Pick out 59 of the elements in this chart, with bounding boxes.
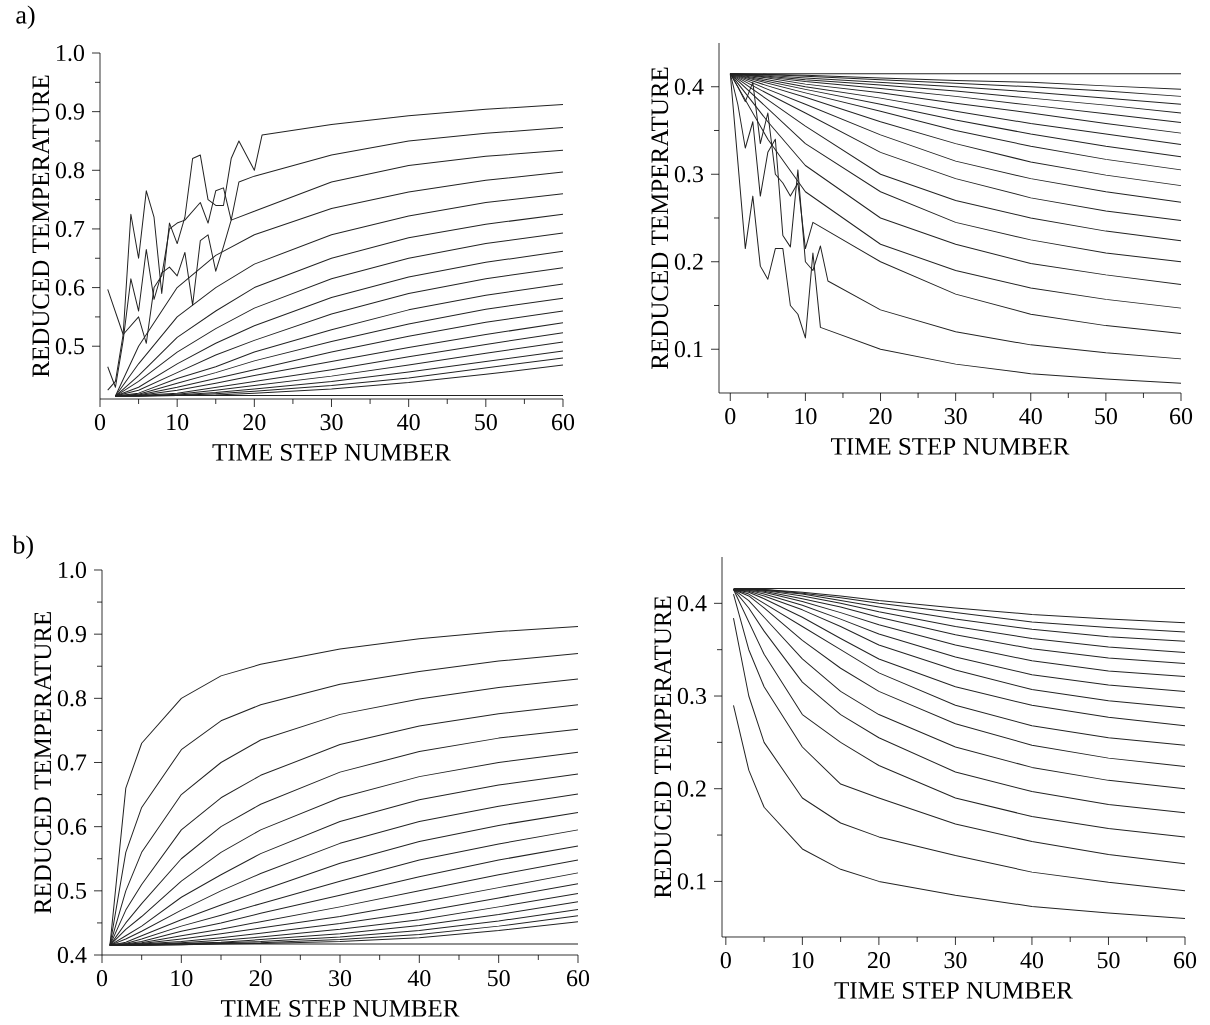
y-tick-label: 1.0	[59, 561, 87, 579]
x-axis-title: TIME STEP NUMBER	[831, 437, 1070, 455]
text: a)	[16, 5, 35, 29]
y-tick-label: 0.9	[55, 103, 84, 120]
x-tick-label: 30	[944, 952, 967, 969]
x-tick-label: 10	[171, 970, 193, 987]
x-axis-title: TIME STEP NUMBER	[220, 999, 460, 1017]
x-tick-label: 40	[1020, 952, 1044, 969]
x-tick-label: 10	[792, 952, 814, 969]
y-tick-label: 0.2	[677, 780, 706, 797]
x-tick-label: 40	[1019, 408, 1042, 425]
y-axis-title: REDUCED TEMPERATURE	[34, 612, 52, 914]
y-tick-label: 0.9	[57, 626, 86, 643]
y-axis-title: REDUCED TEMPERATURE	[651, 67, 669, 370]
x-tick-label: 20	[249, 970, 272, 987]
y-axis-title: REDUCED TEMPERATURE	[654, 596, 672, 899]
x-tick-label: 20	[867, 952, 890, 969]
y-tick-label: 0.3	[674, 166, 704, 183]
x-axis-title: TIME STEP NUMBER	[212, 443, 451, 461]
y-tick-label: 0.2	[674, 253, 703, 270]
x-tick-label: 30	[320, 414, 343, 431]
x-tick-label: 30	[329, 970, 352, 987]
x-tick-label: 0	[96, 970, 108, 987]
y-tick-label: 1.0	[57, 44, 85, 62]
x-tick-label: 0	[720, 952, 731, 969]
y-tick-label: 0.8	[57, 690, 87, 707]
x-tick-label: 50	[488, 970, 510, 987]
x-tick-label: 60	[1170, 408, 1193, 425]
y-tick-label: 0.5	[55, 338, 85, 355]
y-tick-label: 0.1	[677, 873, 706, 890]
y-tick-label: 0.6	[57, 818, 87, 835]
x-tick-label: 10	[795, 408, 817, 425]
x-tick-label: 40	[407, 970, 431, 987]
x-tick-label: 60	[552, 414, 575, 431]
y-tick-label: 0.1	[674, 341, 703, 358]
y-tick-label: 0.6	[55, 279, 85, 296]
y-tick-label: 0.7	[55, 220, 85, 238]
x-tick-label: 10	[167, 414, 189, 431]
x-tick-label: 40	[397, 414, 420, 431]
y-tick-label: 0.3	[677, 687, 707, 705]
y-tick-label: 0.4	[674, 78, 704, 95]
x-tick-label: 60	[1174, 952, 1197, 969]
x-tick-label: 20	[869, 408, 892, 425]
x-tick-label: 50	[1097, 952, 1120, 969]
y-tick-label: 0.7	[57, 754, 87, 771]
y-tick-label: 0.4	[677, 595, 707, 612]
x-tick-label: 0	[94, 414, 106, 431]
x-tick-label: 0	[725, 408, 736, 425]
x-tick-label: 20	[243, 414, 266, 431]
y-tick-label: 0.8	[55, 162, 85, 179]
x-tick-label: 50	[475, 414, 497, 431]
y-tick-label: 0.5	[57, 882, 87, 899]
text: b)	[12, 535, 33, 559]
x-tick-label: 50	[1095, 408, 1117, 425]
y-tick-label: 0.4	[57, 946, 87, 964]
x-tick-label: 30	[944, 408, 967, 425]
y-axis-title: REDUCED TEMPERATURE	[32, 75, 50, 378]
x-axis-title: TIME STEP NUMBER	[834, 981, 1073, 999]
x-tick-label: 60	[567, 970, 590, 987]
